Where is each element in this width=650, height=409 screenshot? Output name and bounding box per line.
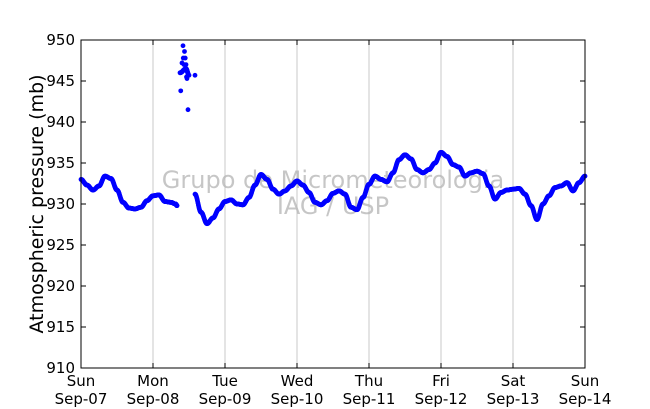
- watermark: Grupo de Micrometeorologia IAG / USP: [162, 166, 504, 220]
- y-tick-label: 915: [46, 318, 75, 336]
- y-axis: 910 915 920 925 930 935 940 945 950: [46, 31, 585, 377]
- x-tick-label-date: Sep-09: [199, 390, 252, 408]
- y-tick-label: 925: [46, 236, 75, 254]
- outlier-point: [182, 55, 188, 61]
- outlier-point: [178, 88, 184, 94]
- data-points: [78, 43, 588, 227]
- outlier-point: [183, 62, 189, 67]
- x-tick-label-day: Sun: [571, 372, 600, 390]
- x-tick-label-date: Sep-08: [127, 390, 180, 408]
- y-tick-label: 930: [46, 195, 75, 213]
- watermark-line-1: Grupo de Micrometeorologia: [162, 166, 504, 194]
- x-tick-label-day: Thu: [354, 372, 383, 390]
- y-tick-label: 940: [46, 113, 75, 131]
- outlier-point: [184, 76, 190, 81]
- outlier-point: [180, 43, 186, 49]
- y-tick-label: 935: [46, 154, 75, 172]
- x-tick-label-day: Wed: [281, 372, 314, 390]
- outlier-point: [182, 49, 187, 54]
- x-tick-label-day: Sun: [67, 372, 96, 390]
- x-tick-label-date: Sep-07: [55, 390, 108, 408]
- y-tick-label: 950: [46, 31, 75, 49]
- x-tick-label-date: Sep-10: [271, 390, 324, 408]
- x-tick-label-date: Sep-13: [487, 390, 540, 408]
- y-tick-label: 945: [46, 72, 75, 90]
- x-tick-label-date: Sep-12: [415, 390, 468, 408]
- x-tick-label-day: Fri: [432, 372, 450, 390]
- x-tick-label-day: Tue: [211, 372, 238, 390]
- y-axis-title: Atmospheric pressure (mb): [26, 74, 48, 333]
- x-tick-label-date: Sep-11: [343, 390, 396, 408]
- watermark-line-2: IAG / USP: [277, 192, 389, 220]
- x-tick-label-day: Sat: [501, 372, 526, 390]
- x-tick-label-day: Mon: [137, 372, 169, 390]
- outlier-point: [185, 107, 191, 113]
- data-point: [174, 203, 180, 209]
- x-axis: SunSep-07MonSep-08TueSep-09WedSep-10ThuS…: [55, 40, 612, 408]
- x-tick-label-date: Sep-14: [559, 390, 612, 408]
- outlier-point: [192, 72, 198, 78]
- y-tick-label: 920: [46, 277, 75, 295]
- y-tick-label: 910: [46, 359, 75, 377]
